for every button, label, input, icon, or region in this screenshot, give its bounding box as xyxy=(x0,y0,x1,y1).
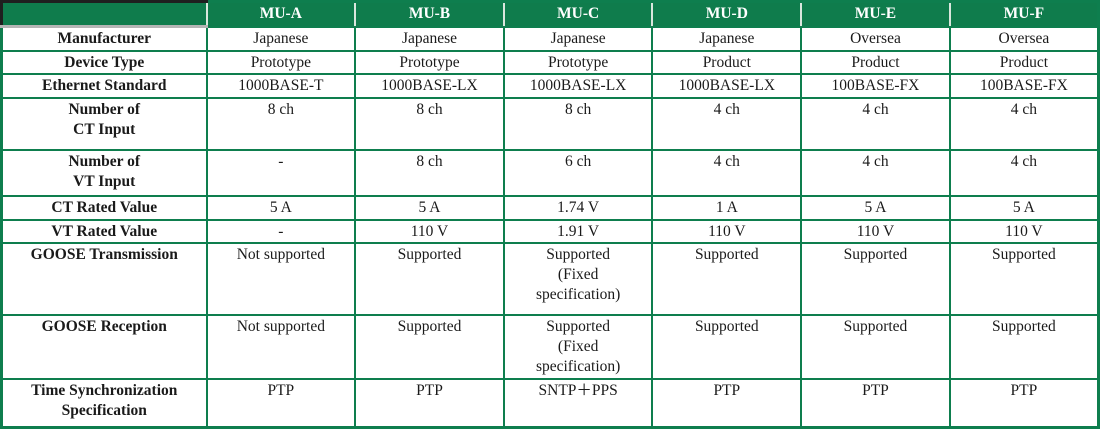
cell: 1 A xyxy=(651,195,803,221)
row-label: GOOSE Reception xyxy=(0,314,208,381)
cell: 8 ch xyxy=(502,97,654,152)
cell: Supported xyxy=(354,314,505,381)
cell: 100BASE-FX xyxy=(800,73,951,100)
cell: 4 ch xyxy=(948,97,1100,152)
cell: Japanese xyxy=(354,25,505,52)
column-header: MU-A xyxy=(205,0,357,28)
cell: 110 V xyxy=(800,218,951,245)
cell: 5 A xyxy=(948,195,1100,221)
cell: Supported xyxy=(948,314,1100,381)
cell: Oversea xyxy=(948,25,1100,52)
cell: 1.91 V xyxy=(502,218,654,245)
cell: Not supported xyxy=(205,314,357,381)
column-header: MU-B xyxy=(354,0,505,28)
cell: PTP xyxy=(354,378,505,429)
cell: PTP xyxy=(800,378,951,429)
cell: 8 ch xyxy=(354,149,505,198)
cell: SNTP＋PPS xyxy=(502,378,654,429)
cell: Prototype xyxy=(354,49,505,76)
cell: 8 ch xyxy=(354,97,505,152)
cell: Supported (Fixed specification) xyxy=(502,314,654,381)
cell: Product xyxy=(948,49,1100,76)
cell: 100BASE-FX xyxy=(948,73,1100,100)
column-header: MU-C xyxy=(502,0,654,28)
row-label: VT Rated Value xyxy=(0,218,208,245)
cell: Japanese xyxy=(502,25,654,52)
cell: PTP xyxy=(205,378,357,429)
row-label: Time Synchronization Specification xyxy=(0,378,208,429)
cell: Supported xyxy=(651,242,803,317)
cell: 1.74 V xyxy=(502,195,654,221)
row-label: Device Type xyxy=(0,49,208,76)
table-row: Manufacturer Japanese Japanese Japanese Japa… xyxy=(0,25,1100,52)
cell: 1000BASE-T xyxy=(205,73,357,100)
cell: Supported xyxy=(800,242,951,317)
cell: Supported xyxy=(948,242,1100,317)
row-label: Manufacturer xyxy=(0,25,208,52)
column-header: MU-D xyxy=(651,0,803,28)
cell: 4 ch xyxy=(948,149,1100,198)
table-row: GOOSE Transmission Not supported Supported… xyxy=(0,242,1100,317)
cell: Supported (Fixed specification) xyxy=(502,242,654,317)
row-label: Number of CT Input xyxy=(0,97,208,152)
corner-cell xyxy=(0,0,208,28)
cell: 5 A xyxy=(205,195,357,221)
cell: 4 ch xyxy=(651,97,803,152)
cell: 1000BASE-LX xyxy=(502,73,654,100)
cell: 5 A xyxy=(354,195,505,221)
cell: 5 A xyxy=(800,195,951,221)
table-row: VT Rated Value -110 V 1.91 V 110 V 110 V 110 … xyxy=(0,218,1100,245)
row-label: GOOSE Transmission xyxy=(0,242,208,317)
cell: 4 ch xyxy=(800,97,951,152)
table-row: Device Type Prototype Prototype Prototype Pr… xyxy=(0,49,1100,76)
header-row: MU-A MU-B MU-C MU-D MU-E MU-F xyxy=(0,0,1100,28)
cell: Product xyxy=(800,49,951,76)
cell: Supported xyxy=(354,242,505,317)
cell: Prototype xyxy=(502,49,654,76)
cell: 110 V xyxy=(651,218,803,245)
column-header: MU-F xyxy=(948,0,1100,28)
cell: - xyxy=(205,149,357,198)
cell: Supported xyxy=(800,314,951,381)
cell: Prototype xyxy=(205,49,357,76)
cell: 4 ch xyxy=(800,149,951,198)
cell: Not supported xyxy=(205,242,357,317)
cell: 1000BASE-LX xyxy=(354,73,505,100)
cell: 8 ch xyxy=(205,97,357,152)
row-label: CT Rated Value xyxy=(0,195,208,221)
cell: Supported xyxy=(651,314,803,381)
cell: Japanese xyxy=(651,25,803,52)
cell: 110 V xyxy=(948,218,1100,245)
table-row: Number of CT Input 8 ch 8 ch 8 ch 4 ch 4 ch 4 … xyxy=(0,97,1100,152)
cell: Product xyxy=(651,49,803,76)
row-label: Ethernet Standard xyxy=(0,73,208,100)
row-label: Number of VT Input xyxy=(0,149,208,198)
cell: - xyxy=(205,218,357,245)
table-row: GOOSE Reception Not supported Supported Sup… xyxy=(0,314,1100,381)
cell: 6 ch xyxy=(502,149,654,198)
cell: PTP xyxy=(948,378,1100,429)
table-row: Ethernet Standard 1000BASE-T 1000BASE-LX 10… xyxy=(0,73,1100,100)
cell: 110 V xyxy=(354,218,505,245)
cell: PTP xyxy=(651,378,803,429)
table-row: Number of VT Input -8 ch 6 ch 4 ch 4 ch 4 ch xyxy=(0,149,1100,198)
cell: Oversea xyxy=(800,25,951,52)
table-row: Time Synchronization Specification PTP PTP… xyxy=(0,378,1100,429)
cell: 4 ch xyxy=(651,149,803,198)
cell: 1000BASE-LX xyxy=(651,73,803,100)
table-body: Manufacturer Japanese Japanese Japanese Japa… xyxy=(0,25,1100,429)
column-header: MU-E xyxy=(800,0,951,28)
cell: Japanese xyxy=(205,25,357,52)
